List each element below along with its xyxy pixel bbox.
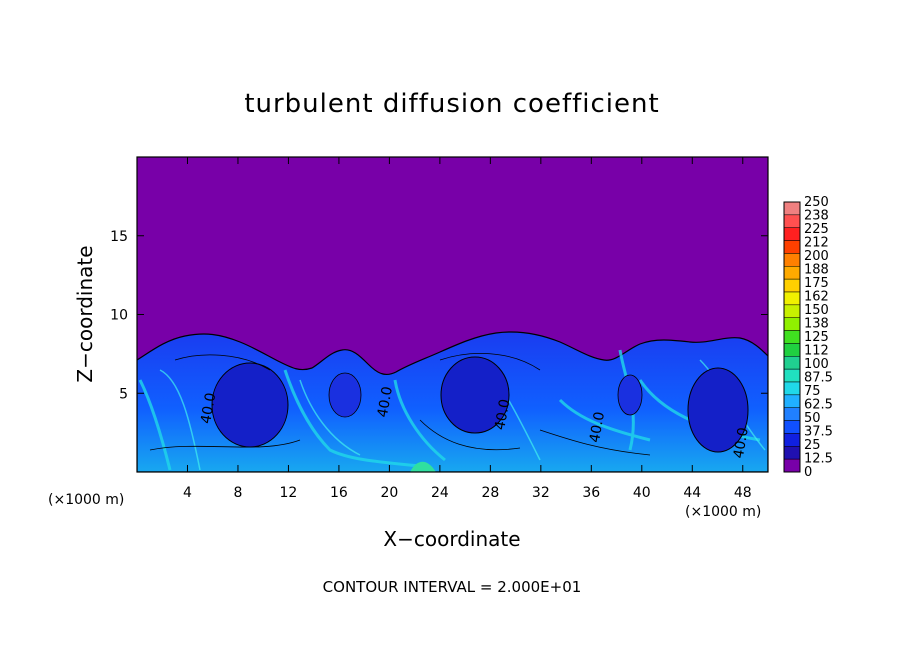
vortex-core-1: [211, 362, 289, 448]
contour-labels: 40.0 40.0 40.0 40.0 40.0: [198, 385, 752, 459]
vortex-core-4: [328, 372, 362, 418]
colorbar-swatch: [783, 304, 801, 318]
x-tick-label: 20: [380, 485, 398, 501]
contour-label: 40.0: [731, 426, 752, 459]
y-tick-label: 5: [119, 386, 128, 402]
colorbar-swatch: [783, 433, 801, 447]
colorbar-label: 175: [804, 276, 829, 291]
colorbar-swatch: [783, 253, 801, 267]
contour-label: 40.0: [492, 398, 513, 431]
colorbar-label: 62.5: [804, 398, 833, 413]
colorbar-label: 12.5: [804, 452, 833, 467]
colorbar-swatch: [783, 317, 801, 331]
colorbar-label: 100: [804, 357, 829, 372]
colorbar-label: 238: [804, 209, 829, 224]
colorbar-label: 250: [804, 195, 829, 210]
contour-interval-note: CONTOUR INTERVAL = 2.000E+01: [323, 578, 582, 596]
colorbar-swatch: [783, 343, 801, 357]
colorbar-frame: [783, 201, 801, 473]
vortex-core-2: [440, 356, 510, 434]
x-tick-label: 28: [481, 485, 499, 501]
x-unit-left: (×1000 m): [48, 492, 124, 508]
contour-label: 40.0: [375, 385, 396, 418]
colorbar-label: 125: [804, 330, 829, 345]
surface-patch: [410, 461, 436, 472]
colorbar-swatch: [783, 266, 801, 280]
colorbar-label: 37.5: [804, 425, 833, 440]
colorbar-label: 138: [804, 317, 829, 332]
colorbar-swatch: [783, 330, 801, 344]
colorbar-swatch: [783, 458, 801, 473]
colorbar-swatch: [783, 407, 801, 421]
x-tick-label: 40: [633, 485, 651, 501]
y-tick-label: 15: [110, 229, 128, 245]
x-tick-label: 4: [183, 485, 192, 501]
colorbar-label: 50: [804, 411, 821, 426]
colorbar-swatch: [783, 201, 801, 216]
contour-lines: [149, 353, 651, 456]
x-tick-label: 36: [582, 485, 600, 501]
colorbar-label: 112: [804, 344, 829, 359]
cyan-streaks: [138, 349, 761, 471]
colorbar-swatch: [783, 240, 801, 254]
colorbar-swatch: [783, 394, 801, 408]
colorbar-swatch: [783, 291, 801, 306]
colorbar-label: 188: [804, 263, 829, 278]
vortex-core-3: [687, 367, 749, 453]
vortex-core-5: [617, 374, 643, 416]
colorbar-swatch: [783, 368, 801, 383]
cyan-streaks-2: [159, 359, 766, 471]
colorbar-swatch: [783, 446, 801, 460]
x-tick-label: 32: [532, 485, 550, 501]
colorbar-swatch: [783, 381, 801, 396]
x-tick-label: 24: [431, 485, 449, 501]
x-tick-label: 8: [233, 485, 242, 501]
colorbar-label: 87.5: [804, 371, 833, 386]
chart-title: turbulent diffusion coefficient: [244, 89, 659, 119]
colorbar-label: 150: [804, 303, 829, 318]
colorbar-label: 25: [804, 438, 821, 453]
colorbar-swatch: [783, 278, 801, 293]
x-unit-right: (×1000 m): [685, 504, 761, 520]
plot-area: [137, 157, 768, 472]
colorbar-label: 225: [804, 222, 829, 237]
x-tick-label: 12: [280, 485, 298, 501]
y-axis-ticks: 5 10 15: [110, 229, 768, 402]
colorbar-swatch: [783, 214, 801, 228]
colorbar: 2502382252122001881751621501381251121008…: [783, 195, 833, 480]
colorbar-swatch: [783, 227, 801, 241]
colorbar-swatch: [783, 356, 801, 370]
colorbar-label: 200: [804, 249, 829, 264]
colorbar-label: 75: [804, 384, 821, 399]
colorbar-swatch: [783, 420, 801, 434]
x-tick-label: 16: [330, 485, 348, 501]
colorbar-label: 162: [804, 290, 829, 305]
colorbar-label: 0: [804, 465, 812, 480]
y-tick-label: 10: [110, 308, 128, 324]
x-tick-label: 44: [683, 485, 701, 501]
x-tick-label: 48: [734, 485, 752, 501]
colorbar-label: 212: [804, 236, 829, 251]
y-axis-title: Z−coordinate: [73, 245, 97, 382]
contour-label: 40.0: [587, 410, 608, 443]
contour-label: 40.0: [198, 392, 219, 425]
x-axis-ticks: 4 8 12 16 20 24 28 32 36 40 44 48: [183, 157, 752, 501]
x-axis-title: X−coordinate: [383, 527, 520, 551]
